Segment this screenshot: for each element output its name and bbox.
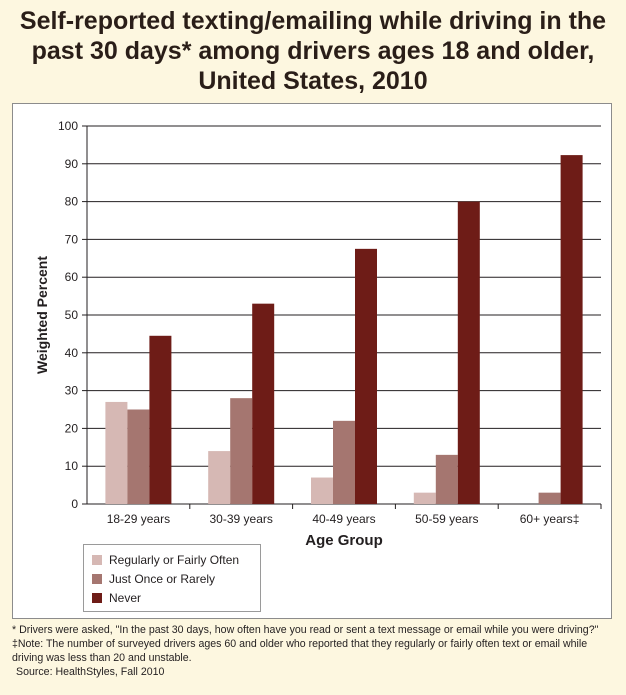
legend-item-regularly: Regularly or Fairly Often — [92, 550, 252, 569]
bar — [458, 202, 480, 504]
bar — [230, 398, 252, 504]
footnotes: * Drivers were asked, "In the past 30 da… — [12, 623, 616, 679]
y-tick-label: 0 — [71, 497, 78, 511]
bar — [127, 410, 149, 505]
legend-label-regularly: Regularly or Fairly Often — [109, 553, 239, 567]
bar-chart: 0 10 20 30 40 50 60 70 80 90 100 18-29 years 30-39 y… — [13, 104, 611, 618]
x-tick-label: 60+ years‡ — [520, 512, 580, 526]
bar — [355, 249, 377, 504]
bar — [208, 451, 230, 504]
bar — [414, 493, 436, 504]
source-note: Source: HealthStyles, Fall 2010 — [12, 665, 616, 679]
x-tick-label: 40-49 years — [312, 512, 375, 526]
y-tick-label: 20 — [65, 421, 79, 435]
x-tick-label: 18-29 years — [107, 512, 170, 526]
bar — [105, 402, 127, 504]
bar — [539, 493, 561, 504]
legend: Regularly or Fairly Often Just Once or R… — [83, 544, 261, 612]
y-tick-label: 30 — [65, 384, 79, 398]
footnote-double-dagger: ‡Note: The number of surveyed drivers ag… — [12, 637, 616, 665]
bar — [149, 336, 171, 504]
x-tick-label: 50-59 years — [415, 512, 478, 526]
y-tick-label: 100 — [58, 119, 78, 133]
legend-item-once-rarely: Just Once or Rarely — [92, 569, 252, 588]
bar — [436, 455, 458, 504]
bar — [561, 155, 583, 504]
y-axis-label: Weighted Percent — [34, 256, 50, 374]
y-tick-label: 70 — [65, 232, 79, 246]
legend-swatch-once-rarely — [92, 574, 102, 584]
y-tick-label: 40 — [65, 346, 79, 360]
y-tick-label: 50 — [65, 308, 79, 322]
bar — [333, 421, 355, 504]
legend-swatch-regularly — [92, 555, 102, 565]
legend-label-never: Never — [109, 591, 141, 605]
title-line-2: past 30 days* among drivers ages 18 and … — [0, 36, 626, 66]
y-tick-label: 60 — [65, 270, 79, 284]
footnote-asterisk: * Drivers were asked, "In the past 30 da… — [12, 623, 616, 637]
x-tick-label: 30-39 years — [210, 512, 273, 526]
legend-item-never: Never — [92, 588, 252, 607]
y-tick-label: 10 — [65, 459, 79, 473]
title-line-1: Self-reported texting/emailing while dri… — [0, 6, 626, 36]
chart-panel: 0 10 20 30 40 50 60 70 80 90 100 18-29 years 30-39 y… — [12, 103, 612, 619]
x-axis-label: Age Group — [305, 532, 383, 549]
bar — [252, 304, 274, 504]
y-tick-label: 80 — [65, 195, 79, 209]
bar — [311, 478, 333, 504]
legend-swatch-never — [92, 593, 102, 603]
chart-title: Self-reported texting/emailing while dri… — [0, 6, 626, 96]
legend-label-once-rarely: Just Once or Rarely — [109, 572, 215, 586]
title-line-3: United States, 2010 — [0, 66, 626, 96]
y-tick-label: 90 — [65, 157, 79, 171]
